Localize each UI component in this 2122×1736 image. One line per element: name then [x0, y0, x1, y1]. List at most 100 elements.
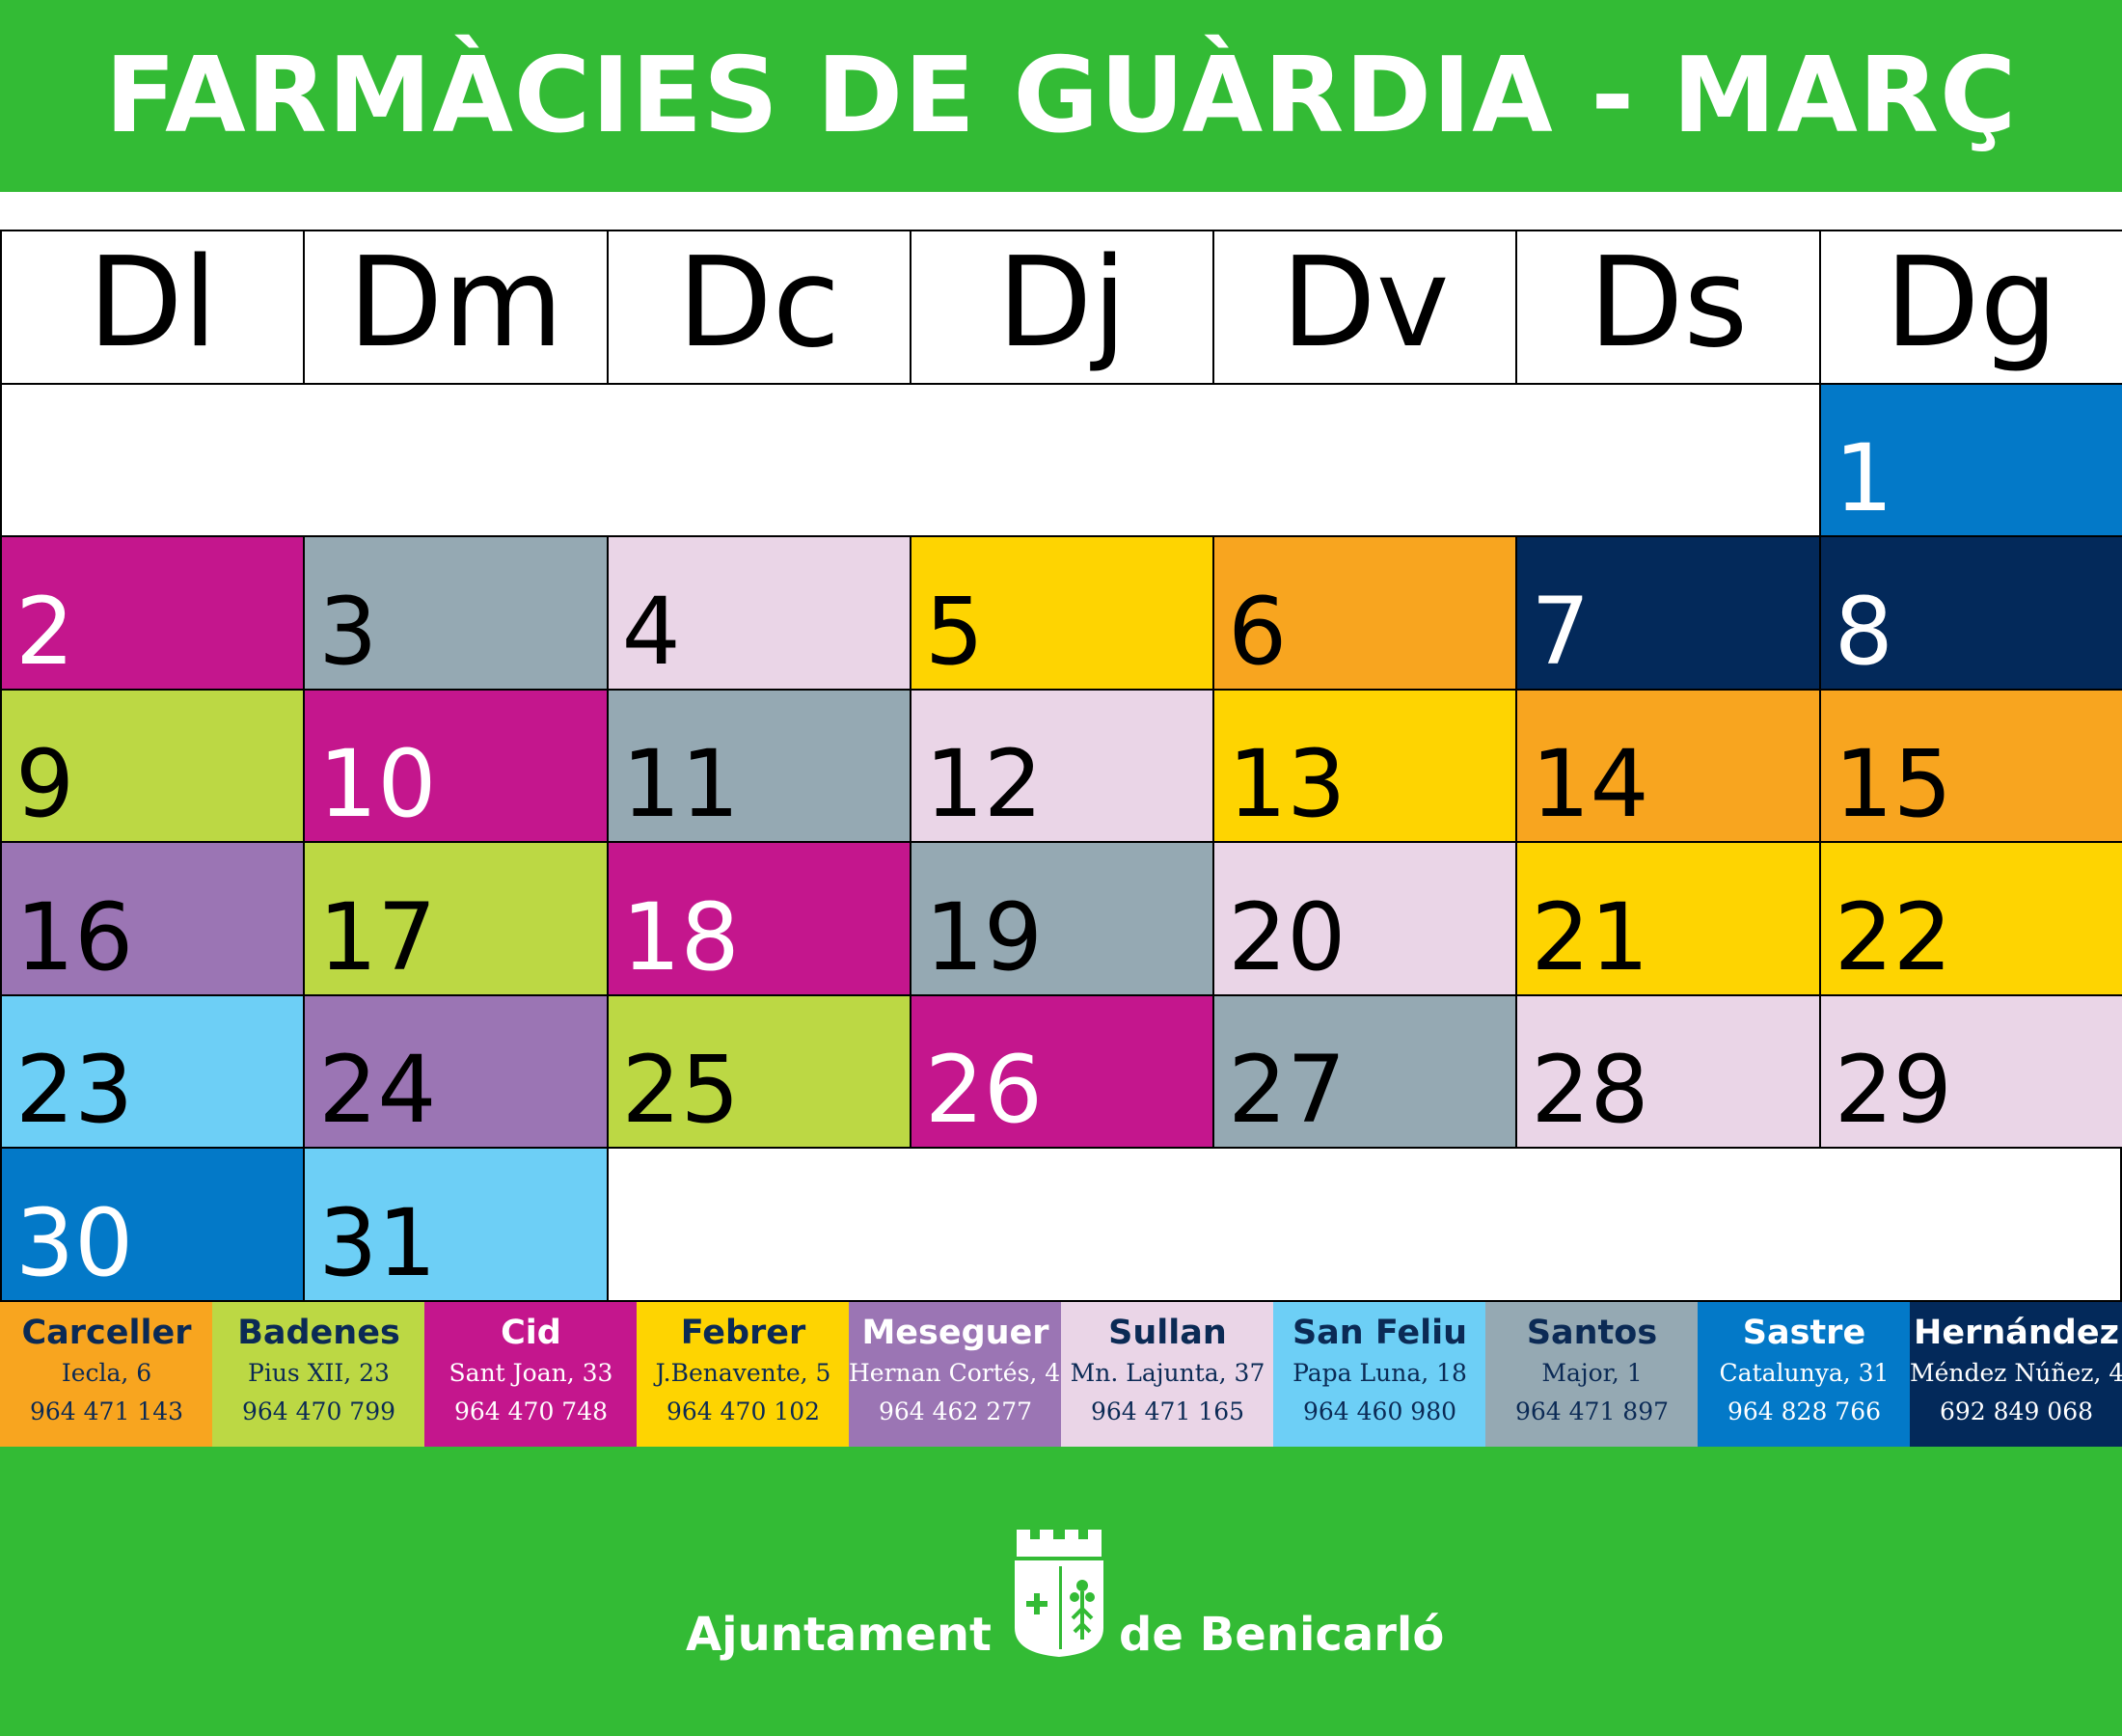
pharmacy-legend-item: Hernández Méndez Núñez, 47 692 849 068: [1910, 1302, 2122, 1447]
day-number: 12: [924, 730, 1043, 839]
day-cell: 29: [1818, 993, 2122, 1150]
day-number: 11: [621, 730, 740, 839]
weekday-header: Dv: [1212, 230, 1518, 385]
day-number: 21: [1531, 882, 1649, 991]
pharmacy-phone: 964 471 897: [1514, 1397, 1670, 1425]
empty-week-cell: [606, 1147, 2122, 1302]
page-title: FARMÀCIES DE GUÀRDIA - MARÇ: [104, 36, 2018, 156]
day-number: 13: [1228, 730, 1347, 839]
pharmacy-phone: 964 470 799: [241, 1397, 396, 1425]
pharmacy-address: Papa Luna, 18: [1292, 1359, 1467, 1387]
weekday-label: Dg: [1884, 231, 2058, 375]
day-cell: 28: [1515, 993, 1821, 1150]
day-cell: 17: [303, 841, 609, 996]
pharmacy-phone: 692 849 068: [1939, 1397, 2094, 1425]
pharmacy-name: Santos: [1526, 1314, 1658, 1352]
pharmacy-legend-item: Febrer J.Benavente, 5 964 470 102: [637, 1302, 850, 1447]
pharmacy-address: Méndez Núñez, 47: [1910, 1359, 2122, 1387]
day-cell: 4: [606, 535, 911, 691]
pharmacy-legend-item: San Feliu Papa Luna, 18 964 460 980: [1273, 1302, 1486, 1447]
weekday-label: Dv: [1281, 231, 1450, 375]
pharmacy-phone: 964 471 143: [29, 1397, 184, 1425]
day-number: 4: [621, 577, 681, 686]
pharmacy-name: San Feliu: [1292, 1314, 1468, 1352]
pharmacy-legend-item: Carceller Iecla, 6 964 471 143: [0, 1302, 213, 1447]
weekday-label: Dj: [996, 231, 1128, 375]
weekday-label: Dl: [88, 231, 218, 375]
day-number: 1: [1834, 424, 1893, 533]
day-cell: 19: [909, 841, 1215, 996]
footer-benicarlo-text: de Benicarló: [1119, 1608, 1445, 1662]
pharmacy-legend-item: Sastre Catalunya, 31 964 828 766: [1698, 1302, 1911, 1447]
day-number: 8: [1834, 577, 1893, 686]
day-cell: 30: [0, 1147, 306, 1302]
pharmacy-phone: 964 470 748: [453, 1397, 609, 1425]
day-cell: 14: [1515, 688, 1821, 844]
pharmacy-name: Hernández: [1914, 1314, 2119, 1352]
day-number: 28: [1531, 1036, 1649, 1145]
pharmacy-phone: 964 460 980: [1302, 1397, 1457, 1425]
day-cell: 3: [303, 535, 609, 691]
day-number: 17: [318, 882, 437, 991]
day-number: 31: [318, 1188, 437, 1297]
day-number: 7: [1531, 577, 1591, 686]
day-cell: 27: [1212, 993, 1518, 1150]
day-number: 5: [924, 577, 984, 686]
pharmacy-legend-item: Meseguer Hernan Cortés, 45 964 462 277: [849, 1302, 1062, 1447]
pharmacy-address: Mn. Lajunta, 37: [1070, 1359, 1265, 1387]
empty-week-cell: [0, 382, 1821, 538]
pharmacy-name: Febrer: [680, 1314, 806, 1352]
pharmacy-address: Hernan Cortés, 45: [849, 1359, 1062, 1387]
pharmacy-name: Sullan: [1108, 1314, 1227, 1352]
day-number: 18: [621, 882, 740, 991]
day-number: 20: [1228, 882, 1347, 991]
weekday-label: Dc: [677, 231, 841, 375]
day-cell: 31: [303, 1147, 609, 1302]
day-cell: 15: [1818, 688, 2122, 844]
weekday-header: Dj: [909, 230, 1215, 385]
pharmacy-name: Carceller: [21, 1314, 192, 1352]
weekday-header: Dl: [0, 230, 306, 385]
day-number: 27: [1228, 1036, 1347, 1145]
day-cell: 11: [606, 688, 911, 844]
pharmacy-address: J.Benavente, 5: [655, 1359, 831, 1387]
day-cell: 5: [909, 535, 1215, 691]
day-number: 14: [1531, 730, 1649, 839]
footer-ajuntament-text: Ajuntament: [686, 1608, 992, 1662]
day-cell: 2: [0, 535, 306, 691]
day-number: 25: [621, 1036, 740, 1145]
day-cell: 13: [1212, 688, 1518, 844]
pharmacy-phone: 964 470 102: [666, 1397, 821, 1425]
pharmacy-legend-item: Santos Major, 1 964 471 897: [1485, 1302, 1699, 1447]
pharmacy-address: Pius XII, 23: [248, 1359, 390, 1387]
pharmacy-legend: Carceller Iecla, 6 964 471 143 Badenes Pius …: [0, 1302, 2122, 1447]
pharmacy-phone: 964 471 165: [1090, 1397, 1245, 1425]
day-number: 10: [318, 730, 437, 839]
day-number: 6: [1228, 577, 1288, 686]
pharmacy-legend-item: Badenes Pius XII, 23 964 470 799: [212, 1302, 425, 1447]
weekday-header: Dc: [606, 230, 911, 385]
day-cell: 22: [1818, 841, 2122, 996]
pharmacy-address: Sant Joan, 33: [449, 1359, 613, 1387]
day-number: 29: [1834, 1036, 1952, 1145]
day-number: 26: [924, 1036, 1043, 1145]
day-cell: 8: [1818, 535, 2122, 691]
day-cell: 12: [909, 688, 1215, 844]
day-cell: 18: [606, 841, 911, 996]
pharmacy-name: Meseguer: [861, 1314, 1049, 1352]
day-cell: 1: [1818, 382, 2122, 538]
day-number: 22: [1834, 882, 1952, 991]
day-cell: 9: [0, 688, 306, 844]
day-cell: 16: [0, 841, 306, 996]
pharmacy-phone: 964 462 277: [878, 1397, 1033, 1425]
calendar-grid: Dl Dm Dc Dj Dv Ds Dg 1 2 3 4 5 6 7 8 9 10 11 12 13 14 15 16 17 1…: [0, 230, 2122, 1302]
day-cell: 21: [1515, 841, 1821, 996]
day-number: 9: [15, 730, 75, 839]
day-number: 3: [318, 577, 378, 686]
day-cell: 10: [303, 688, 609, 844]
day-cell: 6: [1212, 535, 1518, 691]
day-cell: 25: [606, 993, 911, 1150]
day-number: 24: [318, 1036, 437, 1145]
footer-banner: Ajuntament de Benicarló: [0, 1447, 2122, 1736]
pharmacy-address: Major, 1: [1541, 1359, 1643, 1387]
